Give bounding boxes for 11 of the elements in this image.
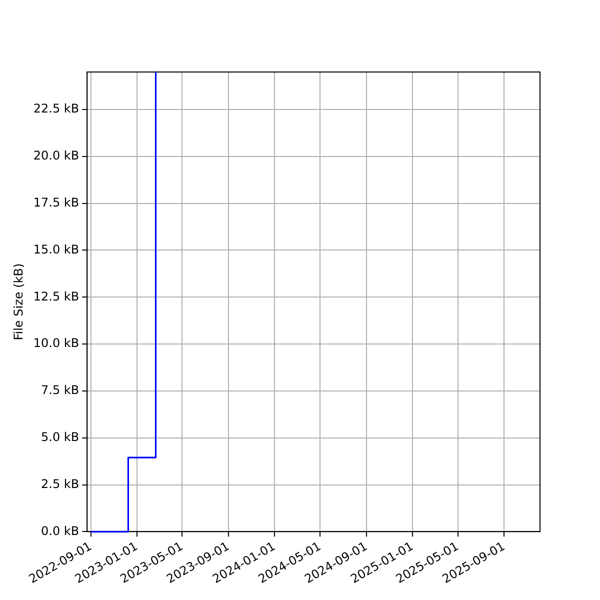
- y-tick-label: 12.5 kB: [33, 289, 80, 304]
- y-tick-label: 17.5 kB: [33, 195, 80, 210]
- y-tick-label: 5.0 kB: [41, 430, 80, 444]
- y-tick-label: 2.5 kB: [41, 476, 80, 491]
- y-tick-label: 10.0 kB: [33, 336, 80, 350]
- y-tick-label: 7.5 kB: [41, 383, 80, 398]
- y-tick-label: 0.0 kB: [41, 524, 80, 538]
- y-tick-label: 15.0 kB: [33, 242, 80, 256]
- y-axis-title: File Size (kB): [11, 263, 26, 340]
- y-tick-label: 20.0 kB: [33, 148, 80, 163]
- y-tick-label: 22.5 kB: [33, 102, 80, 116]
